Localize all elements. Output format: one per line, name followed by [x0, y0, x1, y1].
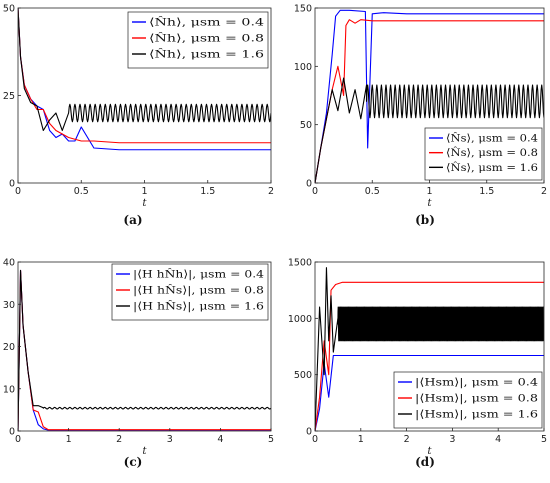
- x-tick-label: 0: [312, 186, 318, 197]
- x-tick-label: 1: [141, 186, 147, 197]
- x-tick-label: 3: [449, 434, 455, 445]
- x-axis-label: t: [142, 197, 147, 209]
- x-tick-label: 1.5: [200, 186, 215, 197]
- legend-box: [393, 371, 543, 429]
- y-tick-label: 50: [300, 120, 312, 131]
- legend-label-2: |⟨H hN̂s⟩|, μsm = 0.8: [133, 284, 264, 298]
- x-tick-label: 3: [167, 434, 173, 445]
- x-tick-label: 4: [217, 434, 223, 445]
- x-tick-label: 5: [268, 434, 274, 445]
- legend-label-2: |⟨Hsm⟩|, μsm = 0.8: [415, 393, 538, 406]
- legend-label-3: |⟨H hN̂s⟩|, μsm = 1.6: [133, 300, 264, 314]
- y-tick-label: 50: [3, 4, 15, 15]
- panel-label: (c): [124, 455, 143, 469]
- legend-label-3: |⟨Hsm⟩|, μsm = 1.6: [415, 409, 538, 422]
- legend-label-2: ⟨N̂s⟩, μsm = 0.8: [446, 146, 538, 159]
- x-tick-label: 4: [495, 434, 501, 445]
- legend-label-3: ⟨N̂h⟩, μsm = 1.6: [149, 48, 264, 61]
- series-group: [18, 269, 271, 431]
- x-axis-label: t: [427, 197, 432, 209]
- legend-label-3: ⟨N̂s⟩, μsm = 1.6: [446, 161, 538, 174]
- y-tick-label: 0: [306, 427, 312, 438]
- x-tick-label: 1: [66, 434, 72, 445]
- legend-label-1: ⟨N̂s⟩, μsm = 0.4: [446, 132, 538, 145]
- series-line-2: [315, 281, 544, 431]
- y-tick-label: 1500: [288, 258, 312, 269]
- x-tick-label: 0.5: [365, 186, 380, 197]
- series-line-1: [315, 354, 544, 431]
- legend-label-1: |⟨Hsm⟩|, μsm = 0.4: [415, 377, 538, 390]
- legend-label-1: |⟨H hN̂h⟩|, μsm = 0.4: [133, 268, 264, 282]
- panel-label: (a): [123, 213, 142, 227]
- x-tick-label: 2: [268, 186, 274, 197]
- series-group: [315, 267, 544, 431]
- x-tick-label: 1: [426, 186, 432, 197]
- panel-4: 0 1 2 3 4 5 0 500 1000 1500 t(d) |⟨Hsm⟩|, μsm = 0.4…: [288, 258, 547, 470]
- panel-label: (d): [415, 455, 435, 469]
- x-tick-label: 2: [116, 434, 122, 445]
- y-tick-label: 0: [9, 179, 15, 190]
- y-tick-label: 10: [3, 384, 15, 395]
- x-tick-label: 0: [15, 434, 21, 445]
- x-tick-label: 2: [541, 186, 547, 197]
- y-tick-label: 1000: [288, 314, 312, 325]
- series-line-3: [315, 267, 544, 431]
- panel-label: (b): [415, 213, 435, 227]
- series-line-3: [315, 77, 544, 183]
- series-line-2: [18, 8, 271, 144]
- series-line-1: [315, 9, 544, 183]
- legend: |⟨H hN̂h⟩|, μsm = 0.4 |⟨H hN̂s⟩|, μsm = 0…: [111, 263, 269, 321]
- legend-label-1: ⟨N̂h⟩, μsm = 0.4: [149, 16, 264, 29]
- y-tick-label: 20: [3, 342, 15, 353]
- legend-box: [111, 263, 269, 321]
- legend: ⟨N̂s⟩, μsm = 0.4⟨N̂s⟩, μsm = 0.8 ⟨N̂s⟩, μ…: [424, 127, 543, 181]
- series-line-3: [18, 8, 271, 132]
- x-tick-label: 2: [404, 434, 410, 445]
- series-group: [315, 9, 544, 183]
- legend: |⟨Hsm⟩|, μsm = 0.4 |⟨Hsm⟩|, μsm = 0.8 |⟨Hs…: [393, 371, 543, 429]
- x-axis-label: t: [142, 445, 147, 457]
- series-group: [18, 8, 271, 151]
- panel-3: 0 1 2 3 4 5 0 10 20 30 40 t(c) |⟨H hN̂h⟩|, μsm = 0.4…: [3, 258, 274, 470]
- legend-box: [424, 127, 543, 181]
- x-tick-label: 1.5: [479, 186, 494, 197]
- y-tick-label: 150: [294, 4, 312, 15]
- legend-label-2: ⟨N̂h⟩, μsm = 0.8: [149, 32, 264, 45]
- x-tick-label: 0: [15, 186, 21, 197]
- y-tick-label: 0: [306, 179, 312, 190]
- legend: ⟨N̂h⟩, μsm = 0.4 ⟨N̂h⟩, μsm = 0.8 ⟨N̂h⟩, μ…: [127, 11, 269, 69]
- x-tick-label: 5: [541, 434, 547, 445]
- legend-box: [127, 11, 269, 69]
- y-tick-label: 0: [9, 427, 15, 438]
- y-tick-label: 25: [3, 91, 15, 102]
- y-tick-label: 30: [3, 300, 15, 311]
- y-tick-label: 100: [294, 62, 312, 73]
- axes-frame: [314, 261, 545, 432]
- series-line-3: [18, 269, 271, 431]
- y-tick-label: 40: [3, 258, 15, 269]
- x-tick-label: 0: [312, 434, 318, 445]
- y-tick-label: 500: [294, 370, 312, 381]
- x-tick-label: 1: [358, 434, 364, 445]
- x-axis-label: t: [427, 445, 432, 457]
- x-tick-label: 0.5: [74, 186, 89, 197]
